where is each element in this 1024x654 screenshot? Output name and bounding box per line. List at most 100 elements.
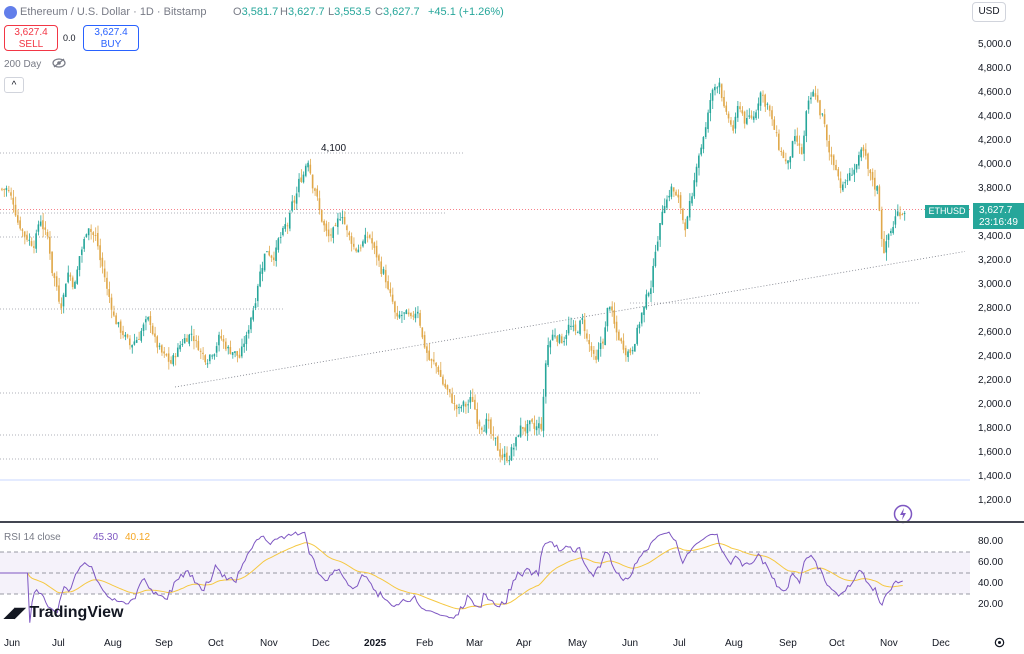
candle-body (464, 403, 467, 407)
candle-body (746, 118, 748, 124)
candle-body (23, 231, 26, 237)
candle-body (78, 256, 81, 270)
candle-body (266, 251, 268, 253)
candle-body (32, 246, 35, 248)
candle-body (462, 401, 465, 407)
candle-body (679, 195, 682, 209)
candle-body (368, 235, 371, 238)
candle-body (638, 324, 641, 329)
candle-body (14, 204, 17, 216)
candle-body (599, 343, 602, 349)
ohlc-change: +45.1 (+1.26%) (428, 6, 504, 18)
candle-body (311, 174, 314, 189)
candle-body (618, 331, 620, 340)
candle-body (122, 330, 124, 336)
candle-body (741, 110, 744, 114)
candle-body (508, 460, 510, 462)
candle-body (348, 232, 350, 236)
candle-body (526, 424, 529, 434)
candle-body (140, 330, 143, 341)
collapse-indicators-button[interactable]: ^ (4, 77, 24, 93)
candle-body (538, 423, 540, 429)
candle-body (670, 186, 673, 197)
currency-selector[interactable]: USD (972, 2, 1006, 22)
candle-body (759, 92, 762, 106)
price-axis-tick: 4,200.0 (978, 135, 1012, 146)
candle-body (396, 312, 398, 317)
candle-body (69, 274, 72, 277)
candle-body (119, 321, 122, 333)
ma-indicator-label[interactable]: 200 Day (4, 59, 42, 70)
candle-body (352, 243, 355, 247)
rsi-axis-tick: 20.00 (978, 598, 1004, 610)
candle-body (55, 276, 58, 287)
candle-body (890, 230, 892, 234)
candle-body (218, 334, 220, 346)
candle-body (103, 268, 106, 278)
candle-body (883, 238, 885, 254)
candle-body (542, 396, 545, 431)
pane-divider[interactable] (0, 521, 1024, 523)
candle-body (755, 112, 757, 119)
candle-body (666, 199, 668, 208)
ohlc-high: H3,627.7 (280, 6, 325, 18)
rsi-chart[interactable] (0, 523, 970, 633)
candle-body (748, 115, 750, 117)
candle-body (547, 344, 549, 366)
candle-body (668, 195, 670, 198)
price-chart[interactable]: 4,100 (0, 0, 970, 521)
candle-body (227, 346, 229, 349)
settings-gear-icon[interactable] (993, 636, 1006, 649)
buy-button[interactable]: 3,627.4 BUY (83, 25, 139, 51)
candle-body (74, 281, 76, 289)
candle-body (567, 324, 570, 334)
time-axis-tick: Apr (516, 638, 532, 649)
sell-button[interactable]: 3,627.4 SELL (4, 25, 58, 51)
candle-body (725, 105, 728, 112)
candle-body (414, 313, 417, 319)
candle-body (686, 216, 689, 229)
candle-body (279, 236, 282, 238)
candle-body (659, 222, 661, 240)
candle-body (387, 281, 389, 290)
rsi-title[interactable]: RSI 14 close (4, 532, 61, 543)
candle-body (21, 229, 24, 231)
candle-body (275, 247, 277, 262)
ohlc-low: L3,553.5 (328, 6, 371, 18)
candle-body (389, 289, 392, 294)
candle-body (572, 325, 574, 327)
price-axis-tick: 4,800.0 (978, 63, 1012, 74)
candle-body (871, 172, 874, 180)
symbol-title[interactable]: Ethereum / U.S. Dollar · 1D · Bitstamp (20, 6, 207, 18)
candle-body (775, 132, 778, 134)
candle-body (410, 313, 412, 317)
candle-body (634, 344, 636, 352)
candle-body (693, 180, 696, 197)
rsi-axis-tick: 60.00 (978, 556, 1004, 568)
tradingview-logo[interactable]: ◢◤ TradingView (4, 604, 124, 621)
candle-body (35, 233, 37, 249)
candle-body (259, 271, 261, 287)
candle-body (640, 312, 643, 324)
candle-body (154, 333, 156, 337)
candle-body (48, 236, 51, 254)
candle-body (773, 119, 776, 130)
trend-line (174, 251, 966, 388)
candle-body (174, 355, 177, 358)
candle-body (362, 241, 364, 247)
candle-body (563, 341, 565, 343)
candle-body (99, 245, 101, 261)
candle-body (245, 335, 248, 345)
candle-body (540, 423, 542, 430)
candle-body (211, 355, 213, 357)
candle-body (830, 154, 833, 157)
candle-body (652, 265, 654, 288)
candle-body (439, 370, 442, 377)
candle-body (816, 95, 819, 102)
candle-body (96, 233, 99, 247)
eye-icon[interactable] (52, 58, 66, 68)
candle-body (229, 347, 232, 354)
candle-body (597, 349, 600, 360)
candle-body (451, 393, 453, 403)
candle-body (645, 294, 648, 309)
